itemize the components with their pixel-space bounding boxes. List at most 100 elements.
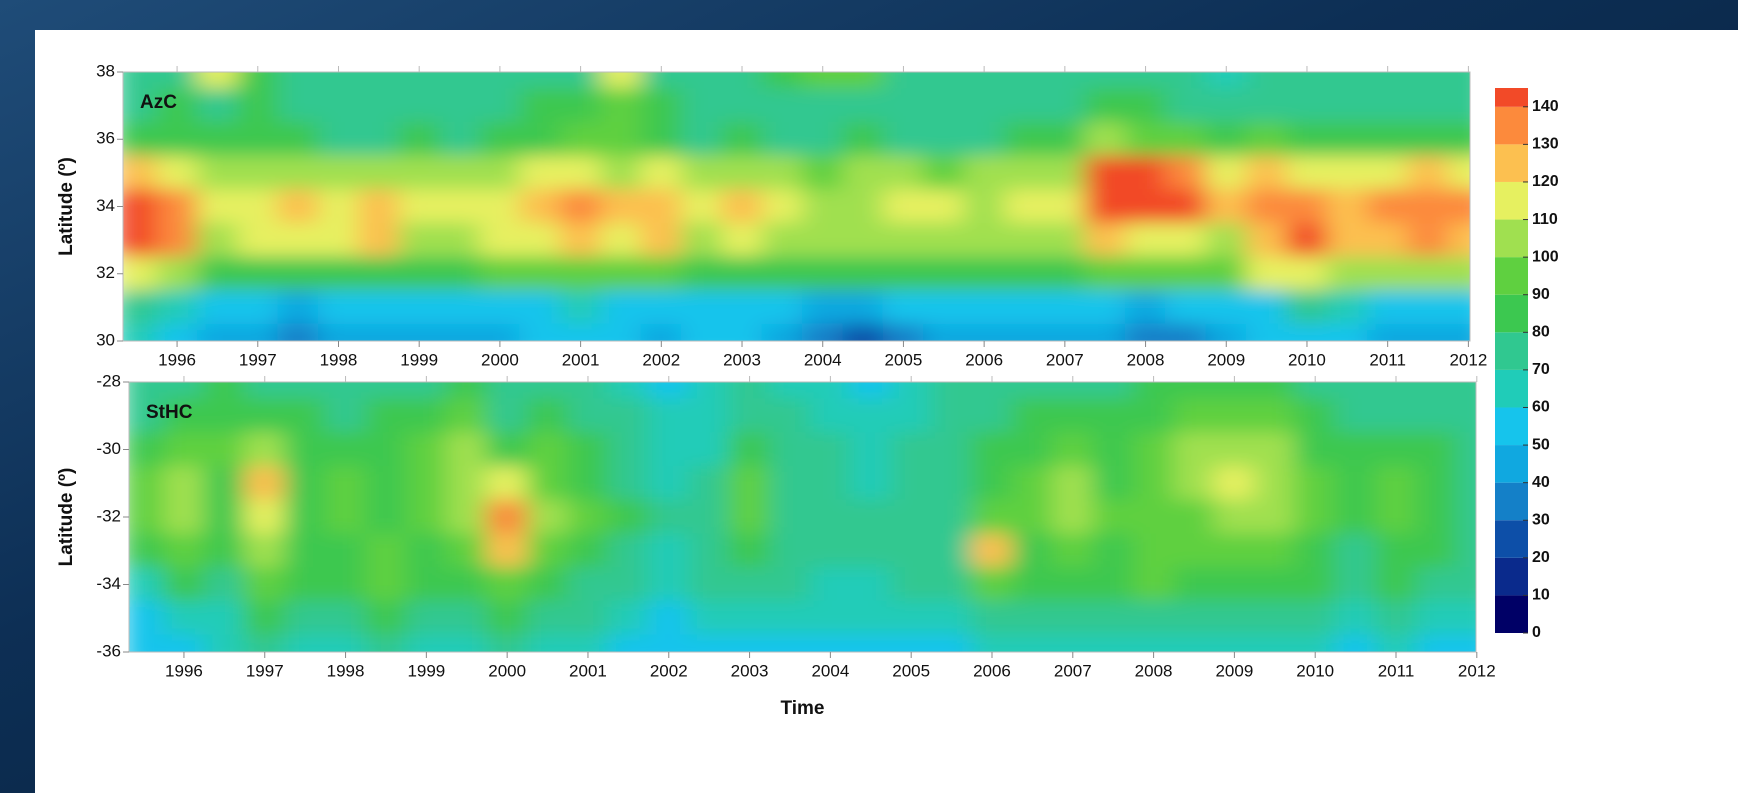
heat-cell: [1214, 432, 1255, 467]
heat-cell: [1165, 189, 1206, 224]
heat-cell: [721, 88, 762, 123]
page: {"chart_data": [ {"type": "heatmap", "la…: [0, 0, 1738, 793]
heat-cell: [883, 223, 924, 258]
heat-cell: [406, 533, 447, 568]
heat-cell: [399, 223, 440, 258]
heat-cell: [1246, 122, 1287, 157]
heat-cell: [318, 189, 359, 224]
heat-cell: [681, 290, 722, 325]
heat-cell: [527, 398, 568, 433]
heat-cell: [1246, 256, 1287, 291]
colorbar-tick-label: 40: [1532, 474, 1550, 491]
heat-cell: [1165, 156, 1206, 191]
heat-cell: [406, 432, 447, 467]
heat-cell: [681, 189, 722, 224]
heat-cell: [439, 189, 480, 224]
heat-cell: [648, 500, 689, 535]
heat-cell: [1092, 500, 1133, 535]
x-tick-label: 2010: [1288, 350, 1326, 369]
heat-cell: [479, 223, 520, 258]
x-tick-label: 1997: [246, 661, 284, 680]
x-tick-label: 2012: [1458, 661, 1496, 680]
heat-cell: [681, 88, 722, 123]
colorbar-tick-label: 50: [1532, 436, 1550, 453]
colorbar-band: [1495, 257, 1528, 295]
heat-cell: [729, 500, 770, 535]
heat-cell: [1327, 256, 1368, 291]
heat-cell: [641, 156, 682, 191]
heat-cell: [567, 432, 608, 467]
heat-cell: [1012, 398, 1053, 433]
heat-cell: [358, 223, 399, 258]
colorbar-band: [1495, 182, 1528, 220]
colorbar-band: [1495, 370, 1528, 408]
heat-cell: [163, 432, 204, 467]
heat-cell: [197, 223, 238, 258]
heat-cell: [1246, 156, 1287, 191]
heat-cell: [1294, 432, 1335, 467]
heat-cell: [1173, 398, 1214, 433]
heat-cell: [648, 432, 689, 467]
heat-cell: [1375, 432, 1416, 467]
heat-cell: [971, 601, 1012, 636]
heat-cell: [1416, 466, 1457, 501]
heat-cell: [963, 290, 1004, 325]
heat-cell: [1125, 122, 1166, 157]
heat-cell: [971, 500, 1012, 535]
heat-cell: [1173, 567, 1214, 602]
heat-cell: [1206, 156, 1247, 191]
heat-cell: [1246, 223, 1287, 258]
heat-cell: [156, 122, 197, 157]
heat-cell: [810, 533, 851, 568]
panel-label: AzC: [140, 92, 177, 113]
heat-cell: [931, 432, 972, 467]
heat-cell: [721, 256, 762, 291]
heat-cell: [204, 500, 245, 535]
heat-cell: [163, 533, 204, 568]
heat-cell: [325, 567, 366, 602]
heatmap: [123, 365, 1498, 670]
heat-cell: [1044, 256, 1085, 291]
heat-cell: [439, 156, 480, 191]
heat-cell: [971, 567, 1012, 602]
heat-cell: [1286, 122, 1327, 157]
heat-cell: [560, 256, 601, 291]
heat-cell: [923, 88, 964, 123]
heat-cell: [197, 189, 238, 224]
colorbar-band: [1495, 520, 1528, 558]
heat-cell: [1085, 256, 1126, 291]
heat-cell: [641, 223, 682, 258]
heat-cell: [244, 567, 285, 602]
heat-cell: [842, 290, 883, 325]
heat-cell: [399, 156, 440, 191]
heat-cell: [762, 256, 803, 291]
heat-cell: [802, 256, 843, 291]
heat-cell: [1004, 290, 1045, 325]
heat-cell: [1335, 466, 1376, 501]
heat-cell: [486, 533, 527, 568]
heat-cell: [527, 567, 568, 602]
heat-cell: [365, 533, 406, 568]
colorbar-tick-label: 110: [1532, 211, 1558, 228]
heat-cell: [931, 466, 972, 501]
heat-cell: [204, 601, 245, 636]
heat-cell: [608, 466, 649, 501]
heat-cell: [769, 533, 810, 568]
heat-cell: [810, 398, 851, 433]
heat-cell: [406, 500, 447, 535]
heat-cell: [729, 533, 770, 568]
heat-cell: [1335, 601, 1376, 636]
heat-cell: [883, 122, 924, 157]
heat-cell: [842, 156, 883, 191]
heat-cell: [1416, 533, 1457, 568]
panel-label: StHC: [146, 402, 193, 423]
heat-cell: [1214, 398, 1255, 433]
heat-cell: [769, 432, 810, 467]
heat-cell: [163, 466, 204, 501]
heat-cell: [1254, 533, 1295, 568]
heat-cell: [810, 601, 851, 636]
heat-cell: [1092, 601, 1133, 636]
heat-cell: [608, 567, 649, 602]
x-tick-label: 2001: [569, 661, 607, 680]
heat-cell: [520, 88, 561, 123]
